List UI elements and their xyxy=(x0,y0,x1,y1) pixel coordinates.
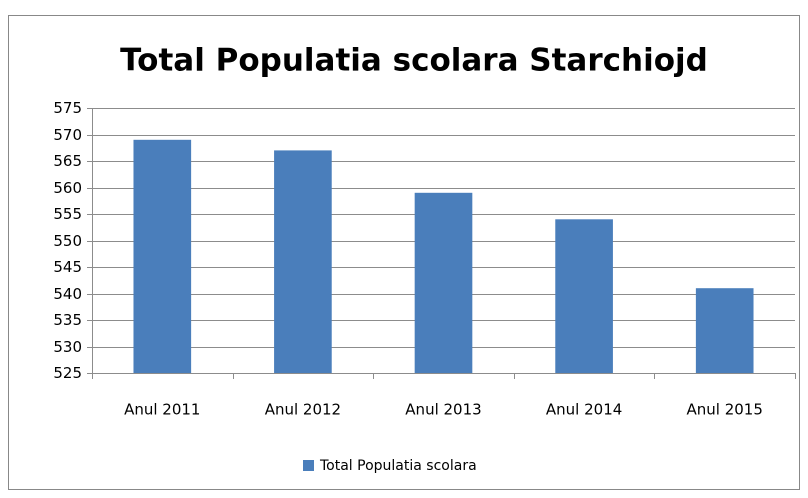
y-tick-label: 565 xyxy=(53,152,82,170)
y-tick-label: 575 xyxy=(53,99,82,117)
y-tick-label: 570 xyxy=(53,126,82,144)
x-tick-label: Anul 2015 xyxy=(687,401,763,419)
bar xyxy=(274,150,332,373)
x-tick-label: Anul 2012 xyxy=(265,401,341,419)
x-tick-label: Anul 2011 xyxy=(124,401,200,419)
y-tick-label: 545 xyxy=(53,258,82,276)
chart-title: Total Populatia scolara Starchiojd xyxy=(120,43,708,79)
y-tick-label: 550 xyxy=(53,232,82,250)
y-tick-label: 560 xyxy=(53,179,82,197)
legend-swatch xyxy=(303,460,314,471)
y-tick-label: 540 xyxy=(53,285,82,303)
bar xyxy=(555,219,613,373)
bar xyxy=(133,139,192,373)
x-tick-label: Anul 2013 xyxy=(405,401,481,419)
y-tick-label: 555 xyxy=(53,205,82,223)
x-tick-label: Anul 2014 xyxy=(546,401,622,419)
bar xyxy=(695,288,754,373)
y-tick-label: 525 xyxy=(53,364,82,382)
legend-label: Total Populatia scolara xyxy=(319,458,477,474)
bar xyxy=(414,192,473,373)
y-tick-label: 535 xyxy=(53,311,82,329)
y-tick-label: 530 xyxy=(53,338,82,356)
